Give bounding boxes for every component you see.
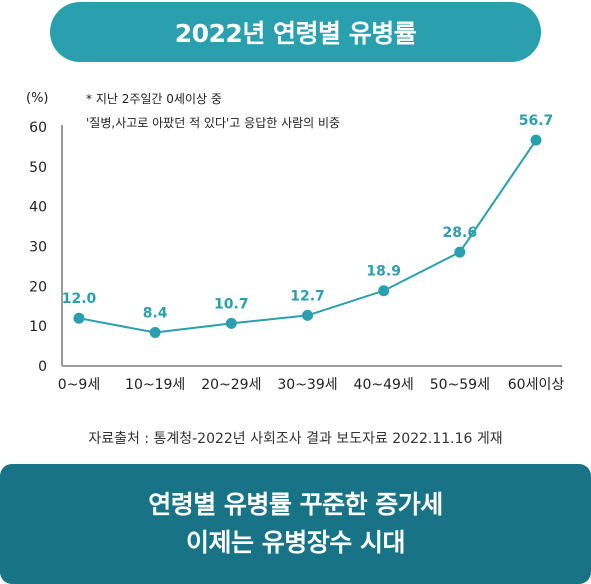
y-tick-labels: 0 10 20 30 40 50 60 — [29, 120, 47, 375]
data-label: 10.7 — [214, 296, 249, 312]
y-tick-label: 40 — [29, 200, 47, 216]
y-unit-label: (%) — [26, 91, 49, 106]
footer-line-1: 연령별 유병률 꾸준한 증가세 — [148, 490, 443, 519]
x-tick-label: 40~49세 — [354, 377, 414, 393]
y-tick-label: 0 — [38, 359, 47, 375]
x-tick-labels: 0~9세 10~19세 20~29세 30~39세 40~49세 50~59세 60세이상 — [58, 377, 565, 393]
data-label: 56.7 — [519, 113, 554, 129]
data-label: 12.7 — [290, 288, 325, 304]
data-point — [302, 309, 313, 321]
data-points — [73, 134, 542, 339]
page-title: 2022년 연령별 유병률 — [174, 19, 417, 48]
data-label: 28.6 — [443, 225, 478, 241]
x-tick-label: 60세이상 — [508, 377, 565, 393]
footer-line-2: 이제는 유병장수 시대 — [186, 528, 405, 557]
data-point — [530, 134, 542, 146]
x-tick-label: 20~29세 — [201, 377, 261, 393]
y-tick-label: 20 — [29, 279, 47, 295]
x-tick-label: 50~59세 — [430, 377, 490, 393]
chart-note-2: '질병,사고로 아팠던 적 있다'고 응답한 사람의 비중 — [86, 116, 340, 130]
line-chart: (%) * 지난 2주일간 0세이상 중 '질병,사고로 아팠던 적 있다'고 … — [26, 91, 565, 393]
y-tick-label: 50 — [29, 160, 47, 176]
data-point — [454, 246, 466, 258]
x-tick-label: 10~19세 — [125, 377, 185, 393]
data-point — [225, 317, 237, 329]
data-point — [378, 285, 390, 297]
source-note: 자료출처 : 통계청-2022년 사회조사 결과 보도자료 2022.11.16… — [88, 431, 503, 447]
footer-banner: 연령별 유병률 꾸준한 증가세 이제는 유병장수 시대 — [0, 464, 591, 584]
x-tick-label: 0~9세 — [58, 377, 100, 393]
x-tick-label: 30~39세 — [277, 377, 337, 393]
title-banner: 2022년 연령별 유병률 — [50, 2, 541, 62]
chart-axes — [61, 125, 562, 367]
data-labels: 12.0 8.4 10.7 12.7 18.9 28.6 56.7 — [62, 113, 554, 321]
data-label: 18.9 — [366, 264, 401, 280]
y-tick-label: 60 — [29, 120, 47, 136]
data-point — [73, 312, 85, 324]
data-label: 8.4 — [143, 306, 168, 322]
data-point — [149, 327, 161, 339]
data-label: 12.0 — [62, 291, 97, 307]
y-tick-label: 30 — [29, 240, 47, 256]
chart-note-1: * 지난 2주일간 0세이상 중 — [86, 92, 222, 106]
y-tick-label: 10 — [29, 319, 47, 335]
